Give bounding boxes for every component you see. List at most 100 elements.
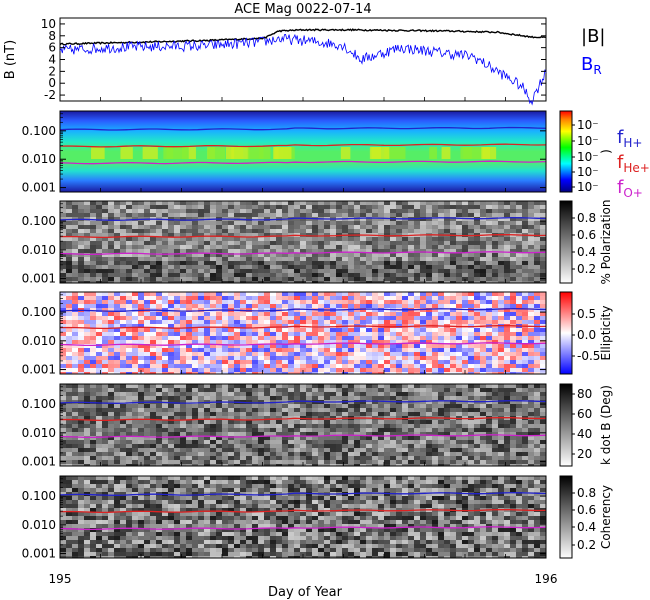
kdotb-cell [396,432,402,436]
polarization-cell [180,265,186,269]
polarization-cell [342,209,348,213]
polarization-cell [318,269,324,273]
polarization-cell [336,205,342,209]
polarization-cell [540,225,546,229]
ellipticity-cell [192,328,198,332]
kdotb-cell [270,424,276,428]
ellipticity-cell [66,332,72,336]
ellipticity-cell [354,336,360,340]
ellipticity-cell [432,328,438,332]
polarization-cell [216,213,222,217]
kdotb-cell [234,428,240,432]
polarization-cell [240,261,246,265]
kdotb-cell [372,432,378,436]
kdotb-cell [132,440,138,444]
polarization-cell [252,229,258,233]
kdotb-cell [366,428,372,432]
kdotb-cell [90,412,96,416]
polarization-cell [72,233,78,237]
polarization-cell [522,205,528,209]
ellipticity-cell [120,296,126,300]
ellipticity-cell [102,308,108,312]
kdotb-cell [306,416,312,420]
polarization-cell [282,265,288,269]
polarization-cell [456,209,462,213]
ellipticity-cell [186,372,192,374]
polarization-cell [390,213,396,217]
ellipticity-cell [216,340,222,344]
ellipticity-cell [222,372,228,374]
ellipticity-cell [168,344,174,348]
kdotb-cell [96,392,102,396]
polarization-cell [306,249,312,253]
ellipticity-cell [168,296,174,300]
ellipticity-cell [390,324,396,328]
kdotb-cell [510,408,516,412]
polarization-cell [450,273,456,277]
ellipticity-cell [462,340,468,344]
kdotb-cell [150,404,156,408]
polarization-cell [120,221,126,225]
polarization-cell [198,241,204,245]
ellipticity-cell [348,304,354,308]
kdotb-cell [198,432,204,436]
polarization-cell [330,249,336,253]
polarization-cell [324,253,330,257]
ellipticity-cell [120,344,126,348]
polarization-cell [156,209,162,213]
kdotb-cell [312,412,318,416]
ellipticity-cell [342,316,348,320]
polarization-cell [258,201,264,205]
ellipticity-cell [456,368,462,372]
polarization-cell [336,221,342,225]
polarization-cell [96,269,102,273]
polarization-cell [210,273,216,277]
ellipticity-cell [60,316,66,320]
kdotb-cell [396,392,402,396]
ellipticity-cell [144,356,150,360]
polarization-cell [402,245,408,249]
polarization-cell [516,261,522,265]
polarization-cell [174,269,180,273]
kdotb-cell [216,440,222,444]
kdotb-cell [84,388,90,392]
polarization-cell [174,241,180,245]
ellipticity-cell [330,336,336,340]
polarization-cell [324,229,330,233]
ellipticity-cell [204,296,210,300]
kdotb-cell [258,444,264,448]
ellipticity-cell [138,352,144,356]
kdotb-cell [420,384,426,388]
ellipticity-cell [102,364,108,368]
kdotb-cell [366,420,372,424]
ellipticity-y-tick-label: 0.010 [22,334,56,348]
ellipticity-cell [294,304,300,308]
polarization-cell [174,237,180,241]
polarization-cell [462,221,468,225]
ellipticity-cell [84,300,90,304]
polarization-cell [354,241,360,245]
ellipticity-cell [282,340,288,344]
kdotb-cell [258,400,264,404]
kdotb-cell [72,396,78,400]
polarization-cell [300,261,306,265]
kdotb-cell [246,408,252,412]
ellipticity-cell [108,292,114,296]
ellipticity-cell [426,292,432,296]
ellipticity-cell [108,296,114,300]
polarization-cell [426,213,432,217]
ellipticity-cell [528,312,534,316]
ellipticity-cell [144,372,150,374]
polarization-cell [426,245,432,249]
polarization-cell [156,261,162,265]
polarization-cell [60,205,66,209]
kdotb-cell [534,388,540,392]
ellipticity-cell [234,312,240,316]
ellipticity-cell [354,372,360,374]
polarization-cell [330,233,336,237]
ellipticity-cell [264,324,270,328]
polarization-cell [222,221,228,225]
polarization-cell [342,269,348,273]
polarization-cell [240,265,246,269]
